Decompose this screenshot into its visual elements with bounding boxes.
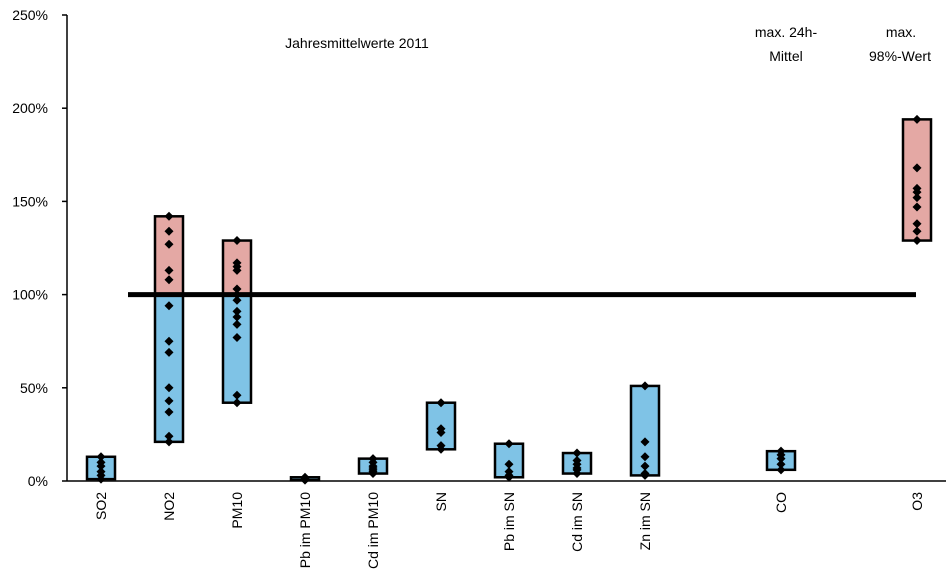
annotation-max-24h-line2: Mittel [769,48,802,64]
marker-o3-7 [912,163,922,173]
y-tick-label-150: 150% [12,193,48,209]
marker-cd-im-sn-5 [572,448,582,458]
marker-pb-im-sn-4 [504,439,514,449]
axes [66,15,946,482]
data-markers [96,114,922,485]
marker-pm10-11 [232,258,242,268]
marker-sn-1 [436,441,446,451]
marker-no2-0 [164,437,174,447]
marker-o3-2 [912,219,922,229]
annotation-max-24h-line1: max. 24h- [755,24,818,40]
marker-zn-im-sn-1 [640,469,650,479]
marker-no2-9 [164,265,174,275]
x-tick-label-cd-im-sn: Cd im SN [569,492,585,552]
marker-no2-3 [164,396,174,406]
y-tick-label-250: 250% [12,7,48,23]
marker-no2-1 [164,431,174,441]
marker-pm10-5 [232,306,242,316]
marker-pb-im-sn-3 [504,459,514,469]
y-tick-label-100: 100% [12,287,48,303]
marker-pm10-12 [232,236,242,246]
marker-pm10-0 [232,398,242,408]
marker-pm10-3 [232,319,242,329]
x-tick-label-sn: SN [433,492,449,511]
marker-o3-4 [912,193,922,203]
range-bars [85,118,933,482]
marker-zn-im-sn-3 [640,452,650,462]
marker-no2-4 [164,383,174,393]
x-tick-label-so2: SO2 [93,492,109,520]
marker-no2-5 [164,347,174,357]
marker-cd-im-sn-4 [572,455,582,465]
marker-no2-8 [164,275,174,285]
y-tick-label-50: 50% [20,380,48,396]
annotation-max-98-line1: max. [886,24,916,40]
x-tick-label-pm10: PM10 [229,492,245,529]
marker-no2-11 [164,226,174,236]
y-tick-label-200: 200% [12,100,48,116]
marker-o3-6 [912,183,922,193]
marker-o3-8 [912,114,922,124]
marker-no2-7 [164,301,174,311]
marker-pm10-6 [232,295,242,305]
marker-so2-5 [96,452,106,462]
marker-so2-4 [96,457,106,467]
marker-o3-0 [912,236,922,246]
annotations: Jahresmittelwerte 2011 max. 24h- Mittel … [285,24,931,64]
marker-pm10-2 [232,332,242,342]
marker-no2-10 [164,239,174,249]
marker-zn-im-sn-4 [640,437,650,447]
marker-sn-4 [436,398,446,408]
x-tick-label-pb-im-sn: Pb im SN [501,492,517,551]
marker-pb-im-sn-2 [504,467,514,477]
marker-o3-1 [912,226,922,236]
annotation-jahresmittelwerte: Jahresmittelwerte 2011 [285,35,429,51]
marker-co-4 [776,446,786,456]
marker-no2-2 [164,407,174,417]
x-tick-label-zn-im-sn: Zn im SN [637,492,653,550]
x-tick-label-o3: O3 [909,492,925,511]
marker-o3-3 [912,202,922,212]
marker-pm10-4 [232,312,242,322]
marker-pm10-7 [232,290,242,300]
marker-pm10-8 [232,284,242,294]
marker-so2-2 [96,467,106,477]
bar-below-no2 [155,294,183,442]
y-tick-label-0: 0% [28,473,48,489]
x-tick-label-cd-im-pm10: Cd im PM10 [365,492,381,569]
x-tick-label-pb-im-pm10: Pb im PM10 [297,492,313,568]
marker-no2-6 [164,336,174,346]
marker-zn-im-sn-5 [640,381,650,391]
marker-co-1 [776,459,786,469]
marker-no2-12 [164,211,174,221]
x-tick-label-co: CO [773,492,789,513]
marker-pb-im-pm10-3 [300,472,310,482]
marker-zn-im-sn-2 [640,461,650,471]
y-ticks: 0% 50% 100% 150% 200% 250% [12,7,67,489]
annotation-max-98-line2: 98%-Wert [869,48,931,64]
marker-cd-im-pm10-6 [368,454,378,464]
x-tick-labels: SO2 NO2 PM10 Pb im PM10 Cd im PM10 SN Pb im SN… [93,492,925,569]
marker-sn-3 [436,424,446,434]
x-tick-label-no2: NO2 [161,492,177,521]
marker-pm10-1 [232,390,242,400]
marker-co-0 [776,465,786,475]
